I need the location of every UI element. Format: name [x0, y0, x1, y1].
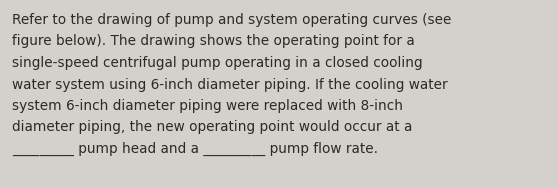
Text: single-speed centrifugal pump operating in a closed cooling: single-speed centrifugal pump operating … [12, 56, 422, 70]
Text: Refer to the drawing of pump and system operating curves (see: Refer to the drawing of pump and system … [12, 13, 451, 27]
Text: figure below). The drawing shows the operating point for a: figure below). The drawing shows the ope… [12, 35, 415, 49]
Text: water system using 6-inch diameter piping. If the cooling water: water system using 6-inch diameter pipin… [12, 77, 448, 92]
Text: system 6-inch diameter piping were replaced with 8-inch: system 6-inch diameter piping were repla… [12, 99, 403, 113]
Text: diameter piping, the new operating point would occur at a: diameter piping, the new operating point… [12, 121, 412, 134]
Text: _________ pump head and a _________ pump flow rate.: _________ pump head and a _________ pump… [12, 142, 378, 156]
